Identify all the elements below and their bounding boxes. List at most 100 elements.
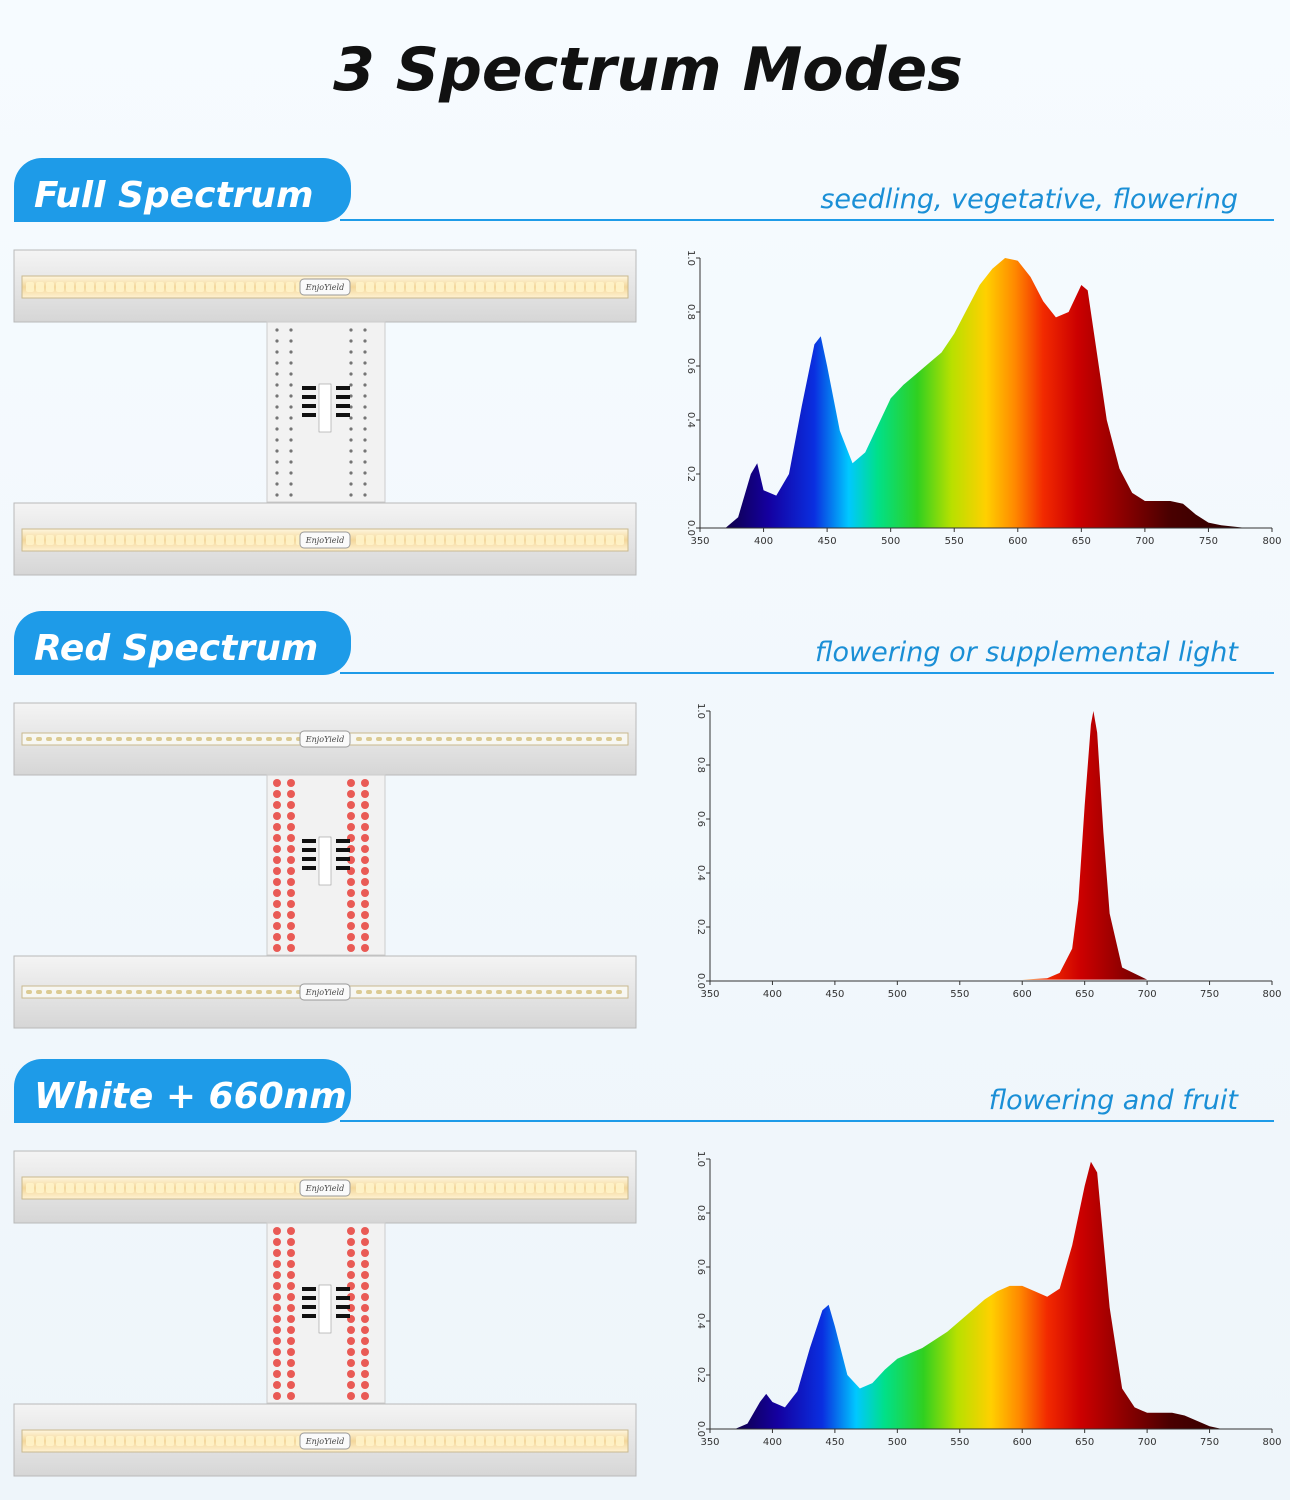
led — [536, 737, 542, 741]
led — [56, 1183, 64, 1193]
board-led — [275, 482, 279, 486]
led — [366, 990, 372, 994]
led — [186, 737, 192, 741]
x-tick-label: 800 — [1262, 1437, 1281, 1448]
board-led — [273, 944, 281, 952]
led — [506, 535, 514, 545]
led — [536, 535, 544, 545]
led — [56, 990, 62, 994]
led — [356, 1183, 364, 1193]
board-led — [363, 482, 367, 486]
led — [596, 990, 602, 994]
board-led — [273, 1304, 281, 1312]
led — [536, 282, 544, 292]
x-tick-label: 600 — [1013, 989, 1032, 1000]
chart: 0.0 0.2 0.4 0.6 0.8 1.0 350 400 450 500 550 600 650 7… — [695, 703, 1282, 1000]
led — [276, 737, 282, 741]
board-led — [349, 471, 353, 475]
led — [176, 535, 184, 545]
brand-plate — [299, 983, 351, 1001]
led — [156, 535, 164, 545]
led — [556, 1183, 564, 1193]
board-led — [363, 350, 367, 354]
board-led — [349, 328, 353, 332]
x-tick-label: 450 — [825, 989, 844, 1000]
led — [596, 737, 602, 741]
led — [166, 737, 172, 741]
board-led — [363, 493, 367, 497]
led — [596, 535, 604, 545]
led — [266, 282, 274, 292]
led — [496, 282, 504, 292]
led — [566, 737, 572, 741]
board-led — [287, 1381, 295, 1389]
led — [466, 1436, 474, 1446]
led — [446, 990, 452, 994]
led — [96, 1436, 104, 1446]
led — [366, 737, 372, 741]
led — [236, 737, 242, 741]
board-logo — [318, 836, 332, 886]
board-led — [287, 1337, 295, 1345]
led — [26, 282, 34, 292]
board-led — [289, 350, 293, 354]
board-led — [347, 1370, 355, 1378]
board-led — [361, 1282, 369, 1290]
led — [236, 282, 244, 292]
board-led — [287, 845, 295, 853]
led — [66, 1183, 74, 1193]
led — [206, 282, 214, 292]
board-led — [349, 449, 353, 453]
board-led — [275, 438, 279, 442]
led — [206, 535, 214, 545]
led — [546, 737, 552, 741]
led — [136, 1183, 144, 1193]
board-chip — [336, 857, 350, 861]
led — [426, 1183, 434, 1193]
x-tick-label: 350 — [690, 536, 709, 547]
led — [136, 1436, 144, 1446]
board-led — [347, 911, 355, 919]
board-led — [361, 922, 369, 930]
led — [36, 1436, 44, 1446]
board-led — [349, 438, 353, 442]
board-led — [287, 1260, 295, 1268]
brand-label: EnjoYield — [305, 1437, 344, 1446]
led — [256, 1436, 264, 1446]
led — [616, 282, 624, 292]
board-led — [287, 790, 295, 798]
led — [586, 1183, 594, 1193]
board-led — [287, 867, 295, 875]
board-led — [361, 1315, 369, 1323]
led — [126, 990, 132, 994]
led — [266, 1183, 274, 1193]
led — [376, 1183, 384, 1193]
x-tick-label: 700 — [1135, 536, 1154, 547]
board-led — [289, 405, 293, 409]
led — [126, 737, 132, 741]
board-led — [273, 1337, 281, 1345]
led — [236, 535, 244, 545]
led — [556, 737, 562, 741]
led — [516, 282, 524, 292]
led — [566, 1436, 574, 1446]
board-led — [273, 1381, 281, 1389]
led — [26, 1436, 34, 1446]
led — [476, 282, 484, 292]
led — [616, 1436, 624, 1446]
board-led — [275, 416, 279, 420]
led — [456, 990, 462, 994]
led — [586, 282, 594, 292]
board-led — [287, 1348, 295, 1356]
x-tick-label: 450 — [825, 1437, 844, 1448]
led — [546, 535, 554, 545]
led — [166, 282, 174, 292]
led — [256, 1183, 264, 1193]
led — [556, 990, 562, 994]
led — [106, 535, 114, 545]
board-led — [349, 493, 353, 497]
led — [526, 1183, 534, 1193]
board-led — [287, 922, 295, 930]
led — [66, 1436, 74, 1446]
x-tick-label: 550 — [950, 989, 969, 1000]
